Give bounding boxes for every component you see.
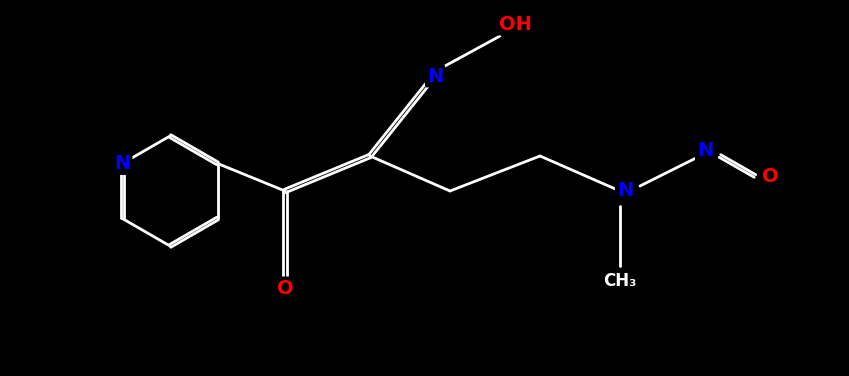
Text: O: O [277, 279, 293, 297]
Text: N: N [115, 154, 131, 173]
Text: O: O [762, 167, 779, 185]
Text: OH: OH [498, 15, 531, 33]
Text: CH₃: CH₃ [604, 272, 637, 290]
Text: N: N [697, 141, 713, 161]
Text: N: N [617, 182, 633, 200]
Text: N: N [427, 67, 443, 85]
